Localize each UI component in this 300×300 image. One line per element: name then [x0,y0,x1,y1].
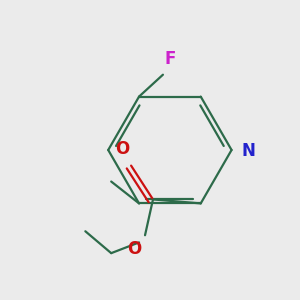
Text: N: N [242,142,255,160]
Text: O: O [115,140,130,158]
Text: O: O [127,240,141,258]
Text: F: F [165,50,176,68]
